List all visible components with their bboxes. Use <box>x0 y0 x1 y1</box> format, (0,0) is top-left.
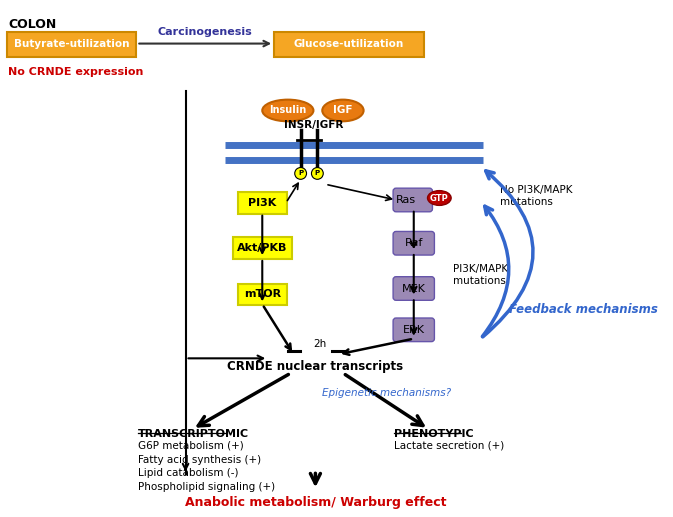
FancyArrowPatch shape <box>483 171 533 337</box>
Text: Epigenetic mechanisms?: Epigenetic mechanisms? <box>322 388 451 398</box>
Text: Raf: Raf <box>404 238 423 248</box>
Text: COLON: COLON <box>9 18 57 31</box>
FancyBboxPatch shape <box>393 232 434 255</box>
Text: Carcinogenesis: Carcinogenesis <box>158 27 252 37</box>
FancyBboxPatch shape <box>238 192 287 214</box>
Text: ERK: ERK <box>402 325 425 335</box>
FancyBboxPatch shape <box>233 237 292 259</box>
Text: TRANSCRIPTOMIC: TRANSCRIPTOMIC <box>139 429 250 439</box>
Text: Lactate secretion (+): Lactate secretion (+) <box>394 441 504 451</box>
Text: INSR/IGFR: INSR/IGFR <box>284 120 343 130</box>
Ellipse shape <box>427 191 451 205</box>
Text: Butyrate-utilization: Butyrate-utilization <box>13 39 129 49</box>
Text: PI3K: PI3K <box>248 198 277 208</box>
FancyBboxPatch shape <box>274 32 423 57</box>
Text: Ras: Ras <box>396 195 416 205</box>
Circle shape <box>312 168 323 179</box>
Text: mTOR: mTOR <box>244 290 281 299</box>
Text: G6P metabolism (+)
Fatty acid synthesis (+)
Lipid catabolism (-)
Phospholipid si: G6P metabolism (+) Fatty acid synthesis … <box>139 441 275 492</box>
Text: Glucose-utilization: Glucose-utilization <box>293 39 404 49</box>
Text: Insulin: Insulin <box>269 105 306 115</box>
Text: PI3K/MAPK
mutations: PI3K/MAPK mutations <box>453 264 508 285</box>
Text: CRNDE nuclear transcripts: CRNDE nuclear transcripts <box>227 360 403 373</box>
Text: No CRNDE expression: No CRNDE expression <box>9 67 144 77</box>
Ellipse shape <box>262 100 314 121</box>
Text: P: P <box>315 171 320 176</box>
Text: GTP: GTP <box>430 193 449 203</box>
Text: Feedback mechanisms: Feedback mechanisms <box>509 302 658 316</box>
Ellipse shape <box>322 100 363 121</box>
Text: IGF: IGF <box>333 105 353 115</box>
Text: Akt/PKB: Akt/PKB <box>237 243 287 253</box>
Text: 2h: 2h <box>314 339 327 348</box>
Text: No PI3K/MAPK
mutations: No PI3K/MAPK mutations <box>500 185 573 207</box>
FancyBboxPatch shape <box>393 318 434 342</box>
FancyBboxPatch shape <box>7 32 137 57</box>
Circle shape <box>295 168 306 179</box>
Text: Anabolic metabolism/ Warburg effect: Anabolic metabolism/ Warburg effect <box>184 496 446 509</box>
FancyBboxPatch shape <box>393 188 433 212</box>
Text: P: P <box>298 171 304 176</box>
Text: MEK: MEK <box>402 283 426 294</box>
FancyBboxPatch shape <box>393 277 434 300</box>
Text: PHENOTYPIC: PHENOTYPIC <box>394 429 474 439</box>
FancyArrowPatch shape <box>483 206 509 337</box>
FancyBboxPatch shape <box>238 284 287 305</box>
